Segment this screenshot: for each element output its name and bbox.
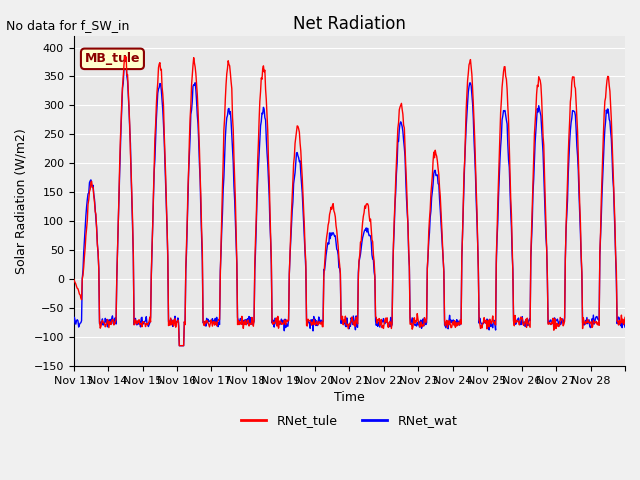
Title: Net Radiation: Net Radiation — [293, 15, 406, 33]
Legend: RNet_tule, RNet_wat: RNet_tule, RNet_wat — [236, 409, 462, 432]
Y-axis label: Solar Radiation (W/m2): Solar Radiation (W/m2) — [15, 128, 28, 274]
Text: MB_tule: MB_tule — [84, 52, 140, 65]
Text: No data for f_SW_in: No data for f_SW_in — [6, 19, 130, 32]
X-axis label: Time: Time — [334, 391, 365, 404]
